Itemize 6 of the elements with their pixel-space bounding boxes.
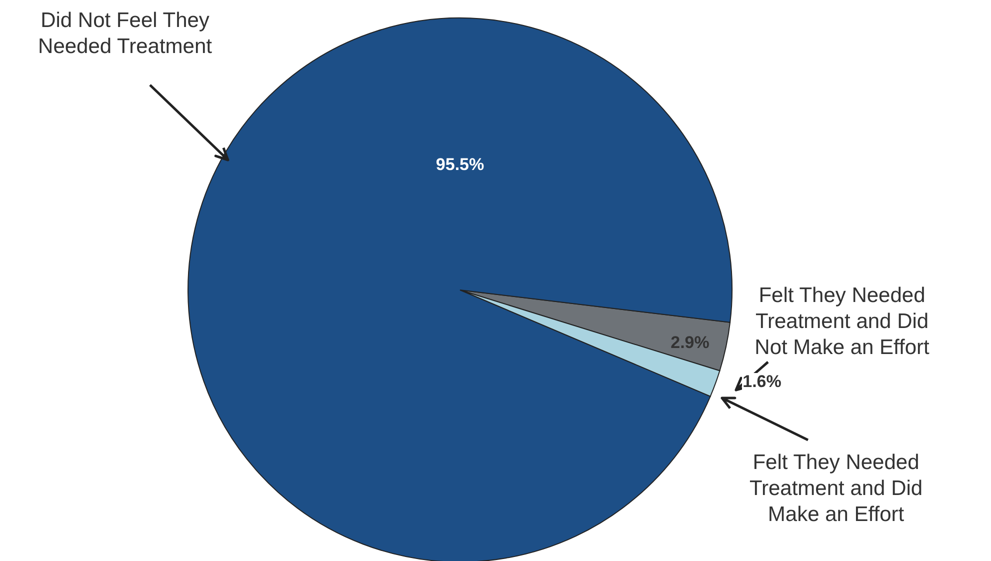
- slice-label: Felt They Needed Treatment and Did Make an Effort: [749, 451, 923, 526]
- slice-label: Felt They Needed Treatment and Did Not Make an Effort: [754, 284, 930, 359]
- data-label: 2.9%: [670, 333, 710, 352]
- data-label: 95.5%: [436, 155, 484, 174]
- slice-label: Did Not Feel They Needed Treatment: [38, 9, 212, 58]
- data-label: 1.6%: [742, 372, 782, 391]
